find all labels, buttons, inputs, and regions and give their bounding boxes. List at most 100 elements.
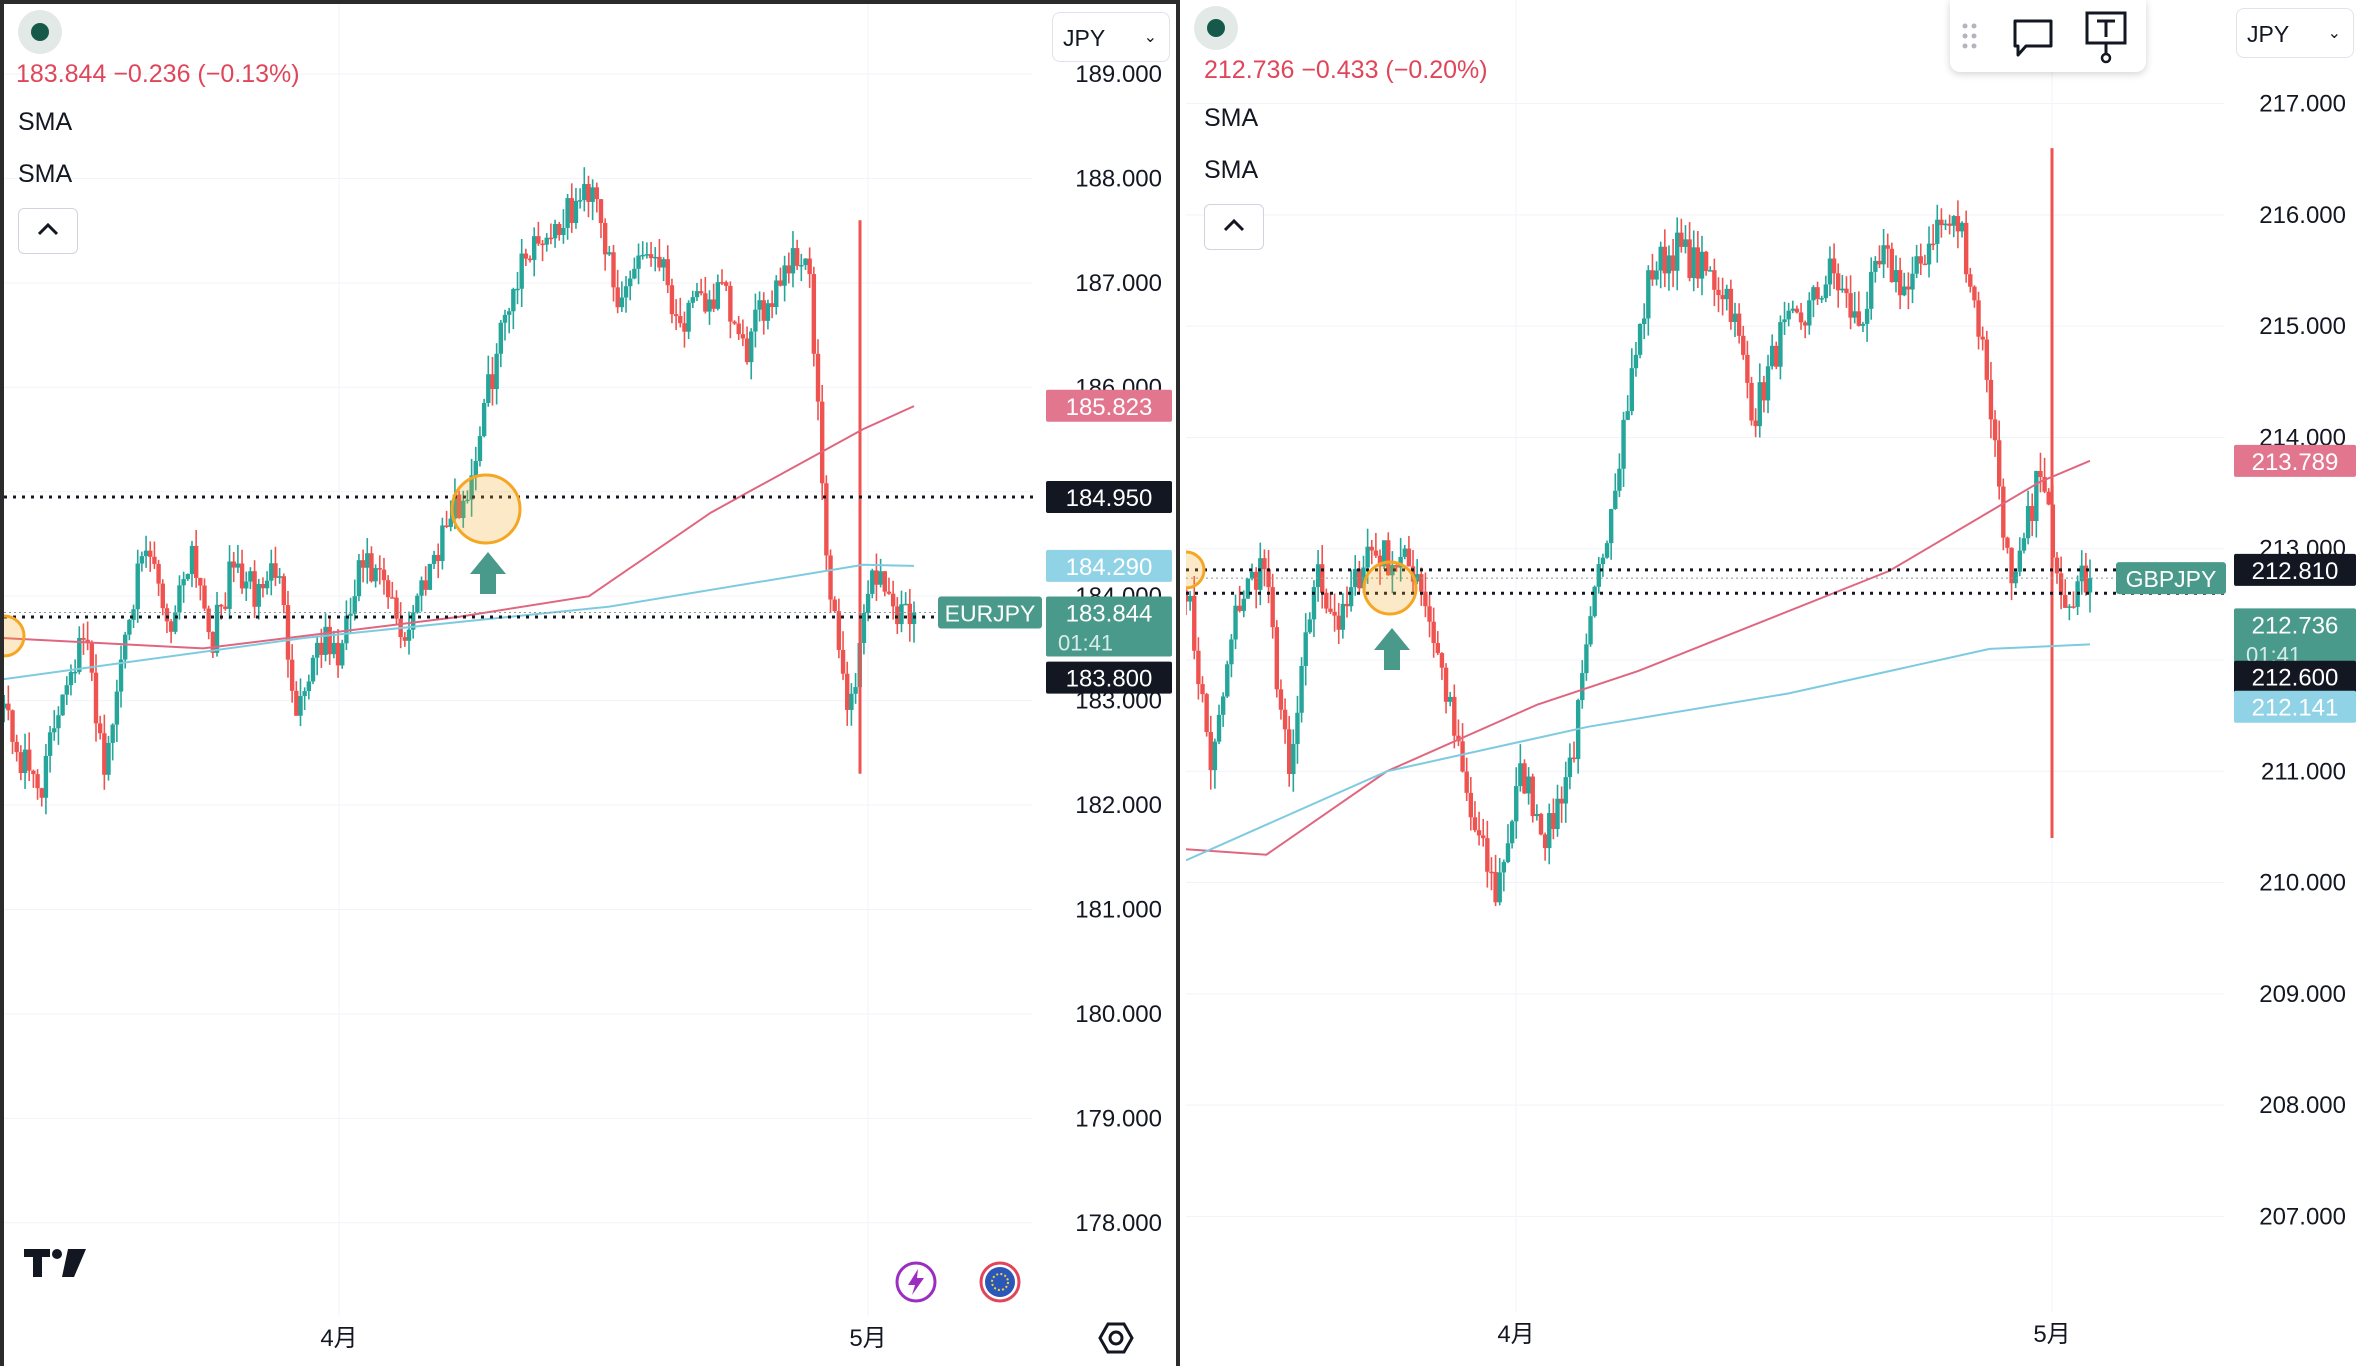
candle-body xyxy=(1299,665,1304,713)
candle-body xyxy=(502,314,508,323)
candle-body xyxy=(849,693,854,710)
currency-label: JPY xyxy=(2247,21,2290,47)
sma-legend-2[interactable]: SMA xyxy=(18,160,73,188)
candle-body xyxy=(118,659,124,692)
candle-body xyxy=(511,289,516,312)
candle-body xyxy=(1464,771,1469,793)
candle-body xyxy=(185,574,191,580)
chart-panel-gbpjpy[interactable]: 217.000216.000215.000214.000213.000212.0… xyxy=(1186,0,2360,1366)
candle-body xyxy=(1980,336,1985,340)
candle-body xyxy=(648,254,654,259)
candle-body xyxy=(131,609,136,620)
candle-body xyxy=(811,274,817,354)
candle-body xyxy=(402,637,408,641)
candle-body xyxy=(732,321,737,324)
candle-body xyxy=(156,563,161,584)
candle-body xyxy=(285,605,291,660)
eurjpy-chart-plot[interactable]: 189.000188.000187.000186.000185.000184.0… xyxy=(4,4,1176,1366)
eu-flag-event-icon[interactable] xyxy=(978,1260,1022,1304)
candle-body xyxy=(561,227,566,235)
candle-body xyxy=(548,237,554,240)
candle-body xyxy=(552,224,558,239)
candle-body xyxy=(1559,798,1564,804)
candle-body xyxy=(1819,298,1824,300)
chart-panel-eurjpy[interactable]: 189.000188.000187.000186.000185.000184.0… xyxy=(0,0,1180,1366)
quote-line: 183.844 −0.236 (−0.13%) xyxy=(16,60,300,88)
candle-body xyxy=(1406,548,1412,567)
highlight-circle xyxy=(1362,560,1418,616)
candle-body xyxy=(473,461,478,476)
candle-body xyxy=(1996,440,2002,487)
candle-body xyxy=(1675,232,1680,271)
sma-line-blue xyxy=(1186,643,2091,862)
candle-body xyxy=(874,570,879,585)
candle-body xyxy=(202,585,207,609)
candle-body xyxy=(415,595,420,613)
candle-body xyxy=(160,583,165,609)
candle-body xyxy=(1324,592,1329,609)
price-label-bg xyxy=(1046,661,1172,694)
candle-body xyxy=(1377,555,1383,567)
candle-body xyxy=(790,248,796,274)
candle-body xyxy=(1761,382,1767,401)
y-tick-label: 180.000 xyxy=(1075,1001,1162,1028)
floating-drawing-toolbar[interactable] xyxy=(1950,0,2146,72)
tradingview-logo-icon[interactable] xyxy=(24,1249,88,1279)
candle-body xyxy=(97,723,103,734)
candle-body xyxy=(757,300,762,310)
candle-body xyxy=(1534,813,1540,817)
candle-body xyxy=(740,334,746,339)
candle-body xyxy=(1757,382,1762,427)
candle-body xyxy=(815,353,821,402)
candle-body xyxy=(335,642,341,666)
market-status-icon[interactable] xyxy=(1194,6,1238,50)
settings-gear-icon[interactable] xyxy=(1094,1316,1138,1360)
candle-body xyxy=(1637,324,1643,355)
candle-body xyxy=(1790,308,1795,311)
lightning-event-icon[interactable] xyxy=(894,1260,938,1304)
candle-body xyxy=(306,681,312,692)
market-status-icon[interactable] xyxy=(18,10,62,54)
candle-body xyxy=(1720,295,1725,300)
candle-body xyxy=(1551,813,1556,830)
gbpjpy-chart-plot[interactable]: 217.000216.000215.000214.000213.000212.0… xyxy=(1186,0,2360,1366)
candle-body xyxy=(1344,603,1350,607)
sma-legend-2[interactable]: SMA xyxy=(1204,156,1259,184)
symbol-tag-bg xyxy=(2116,562,2226,595)
candle-body xyxy=(327,626,332,655)
candle-body xyxy=(774,280,779,308)
collapse-legend-button[interactable] xyxy=(1204,204,1264,250)
collapse-legend-button[interactable] xyxy=(18,208,78,254)
candle-body xyxy=(302,691,307,697)
candle-body xyxy=(1968,274,1973,287)
quote-line: 212.736 −0.433 (−0.20%) xyxy=(1204,56,1488,84)
candle-body xyxy=(1282,709,1288,730)
currency-select[interactable]: JPY ⌄ xyxy=(2236,8,2354,58)
currency-select[interactable]: JPY ⌄ xyxy=(1052,12,1170,62)
candle-body xyxy=(1613,490,1618,509)
candle-body xyxy=(1357,568,1362,589)
candle-body xyxy=(1629,368,1635,412)
candle-body xyxy=(1225,664,1230,697)
sma-legend-1[interactable]: SMA xyxy=(18,108,73,136)
candle-body xyxy=(1476,830,1482,836)
candle-body xyxy=(461,500,466,519)
candle-body xyxy=(1728,288,1734,322)
candle-body xyxy=(636,255,641,269)
sma-legend-1[interactable]: SMA xyxy=(1204,104,1259,132)
candle-body xyxy=(1262,558,1267,570)
comment-icon[interactable] xyxy=(2012,18,2054,58)
drag-handle-icon[interactable] xyxy=(1960,22,1980,52)
sma-line-red xyxy=(4,405,915,650)
candle-body xyxy=(1443,667,1449,702)
price-label: 183.844 xyxy=(1066,600,1153,627)
candle-body xyxy=(72,671,78,674)
candle-body xyxy=(64,685,69,695)
y-tick-label: 211.000 xyxy=(2261,758,2346,785)
candle-body xyxy=(569,198,574,223)
text-note-icon[interactable] xyxy=(2084,10,2128,64)
candle-body xyxy=(2013,571,2018,584)
sma-line-red xyxy=(1186,459,2091,856)
candle-body xyxy=(2063,595,2068,608)
candle-body xyxy=(1988,379,1994,420)
